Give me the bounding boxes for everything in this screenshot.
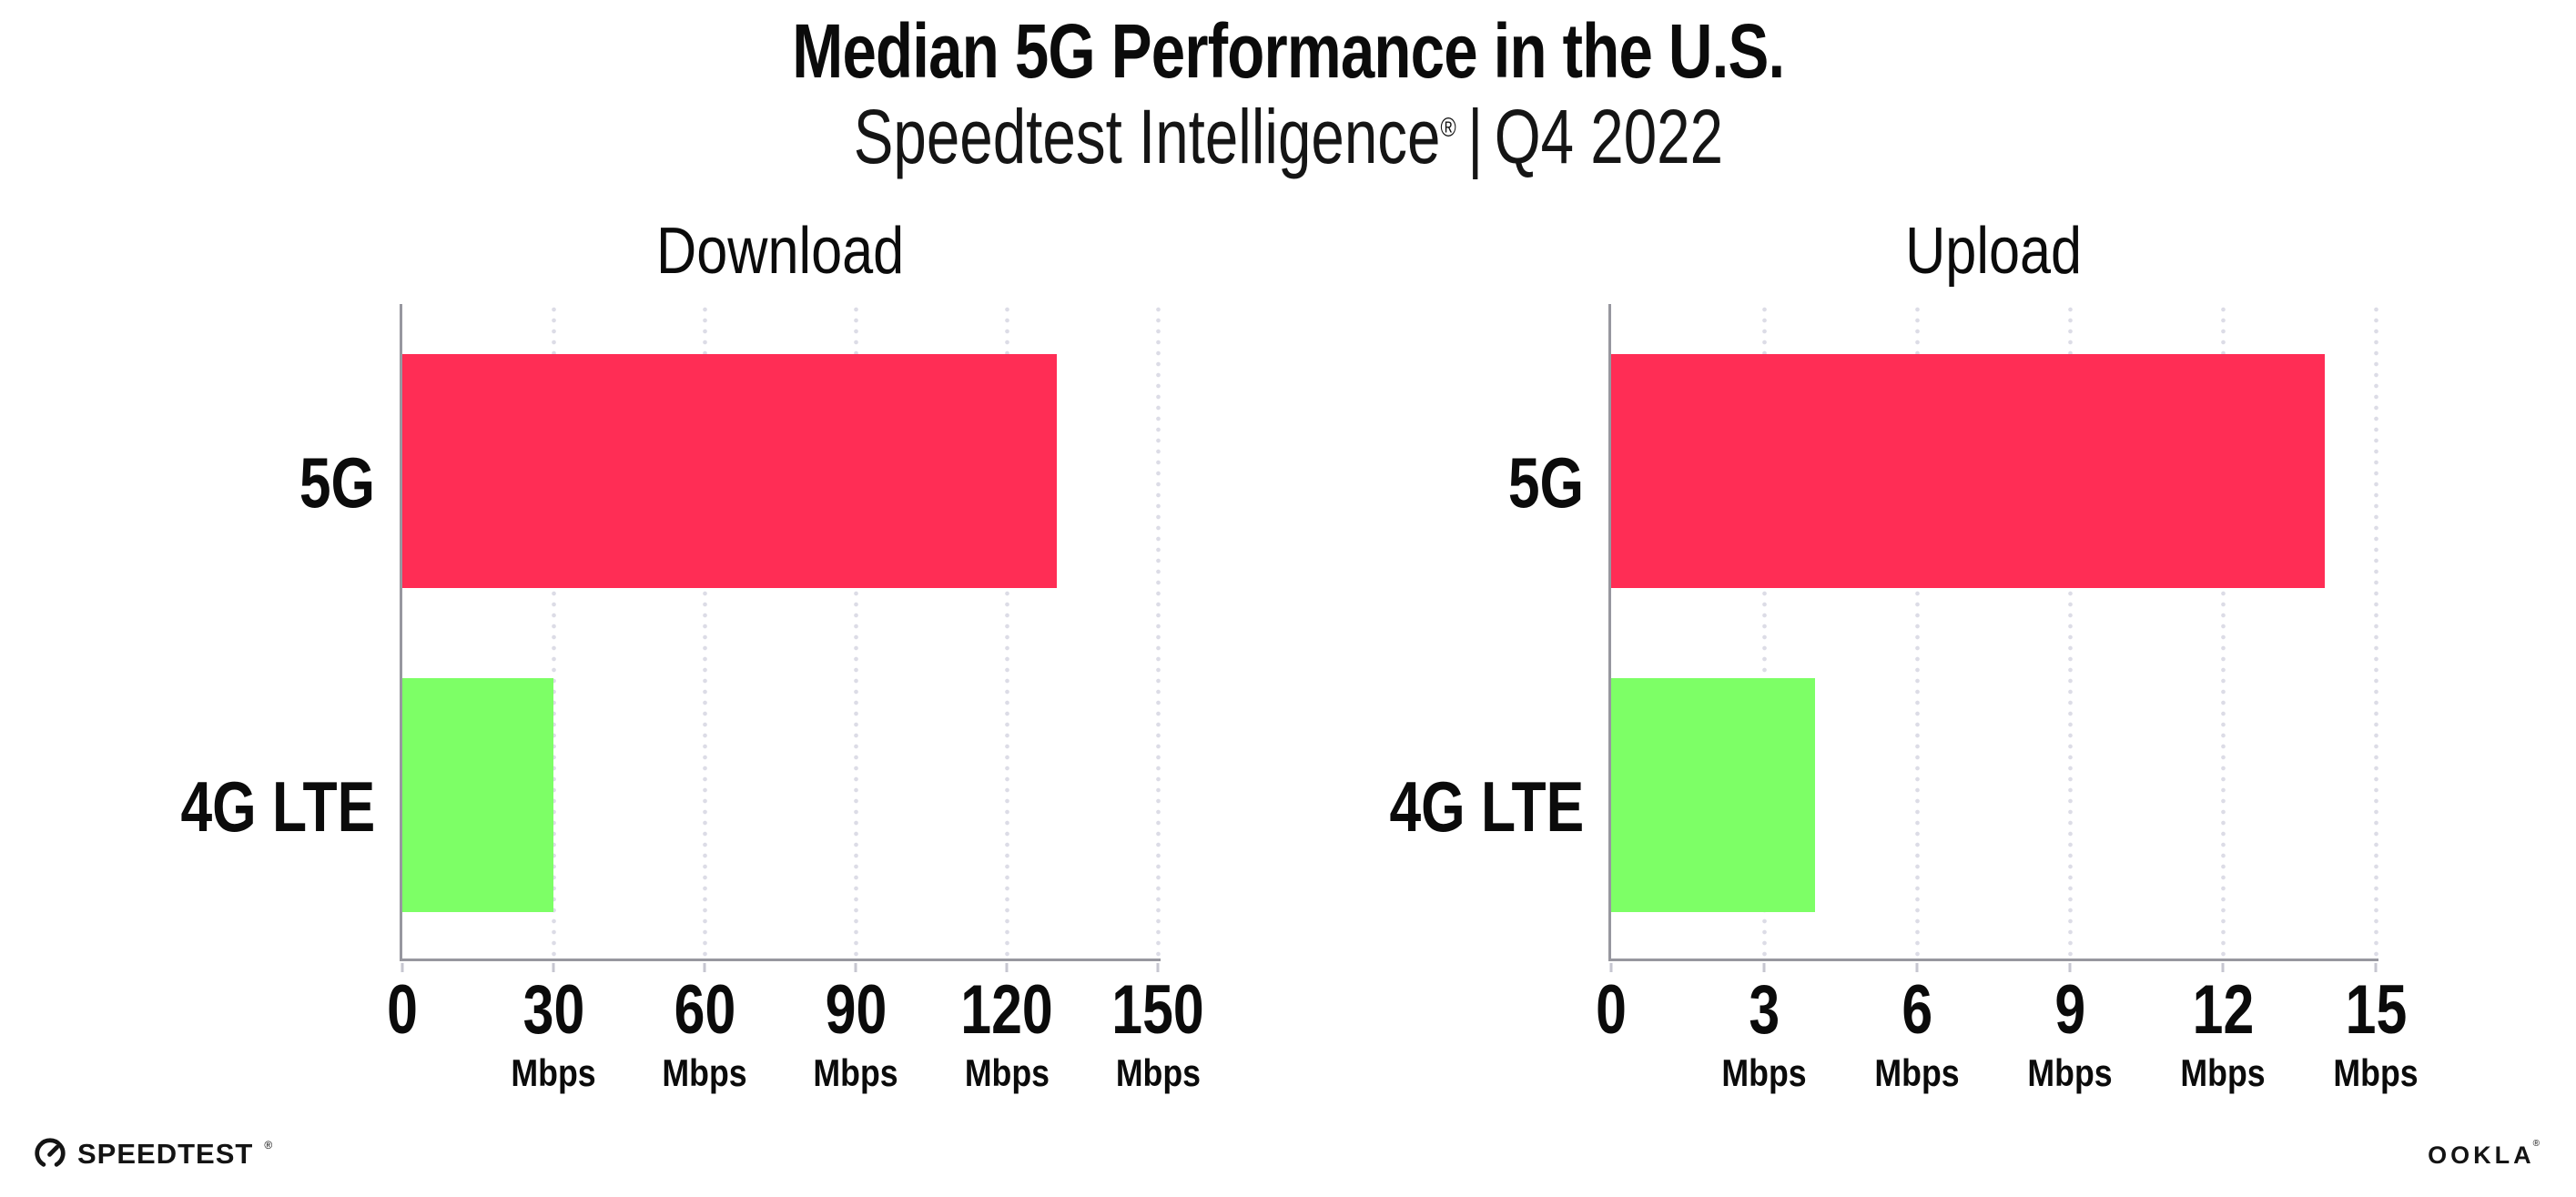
upload-x-tick-marks xyxy=(1609,963,2378,976)
x-tick-value: 9 xyxy=(2054,971,2085,1049)
download-chart-title: Download xyxy=(402,218,1158,284)
x-tick-unit: Mbps xyxy=(813,1051,898,1094)
gridline-9-mbps xyxy=(2067,304,2073,959)
x-tick-value: 3 xyxy=(1749,971,1780,1049)
x-tick-unit: Mbps xyxy=(1115,1051,1201,1094)
category-label-4g-lte: 4G LTE xyxy=(1389,766,1584,847)
subtitle-period: Q4 2022 xyxy=(1494,94,1723,179)
download-y-axis xyxy=(400,304,402,961)
x-tick-unit: Mbps xyxy=(2027,1051,2113,1094)
ookla-wordmark: OOKLA xyxy=(2428,1141,2535,1169)
gridline-30-mbps xyxy=(551,304,556,959)
x-tick-value: 120 xyxy=(960,971,1053,1049)
subtitle-separator: | xyxy=(1466,94,1483,179)
x-tick-label-60: 60 Mbps xyxy=(654,976,755,1092)
x-tick-unit: Mbps xyxy=(1721,1051,1807,1094)
ookla-logo: OOKLA® xyxy=(2428,1140,2545,1169)
upload-plot-area xyxy=(1611,304,2378,959)
upload-chart-title-text: Upload xyxy=(1905,215,2082,288)
x-tick-label-12: 12 Mbps xyxy=(2173,976,2273,1092)
category-label-4g-lte: 4G LTE xyxy=(180,766,375,847)
x-tick-label-0: 0 xyxy=(383,976,421,1045)
x-tick-label-120: 120 Mbps xyxy=(949,976,1065,1092)
x-tick-mark-0 xyxy=(401,963,404,972)
x-tick-mark-3 xyxy=(1762,963,1766,972)
x-tick-mark-90 xyxy=(854,963,857,972)
page-title-text: Median 5G Performance in the U.S. xyxy=(791,8,1785,94)
category-label-5g: 5G xyxy=(299,441,375,522)
x-tick-unit: Mbps xyxy=(964,1051,1050,1094)
download-x-tick-marks xyxy=(401,963,1160,976)
download-x-axis xyxy=(400,959,1161,961)
x-tick-value: 15 xyxy=(2345,971,2407,1049)
gridline-120-mbps xyxy=(1004,304,1009,959)
page-subtitle-text: Speedtest Intelligence® | Q4 2022 xyxy=(853,95,1722,178)
upload-chart-title: Upload xyxy=(1611,218,2376,284)
bar-4g-lte xyxy=(402,678,553,912)
x-tick-mark-12 xyxy=(2221,963,2225,972)
upload-x-tick-labels: 0 3 Mbps 6 Mbps 9 Mbps 12 Mbps 15 Mbps xyxy=(1596,976,2419,1131)
x-tick-label-30: 30 Mbps xyxy=(503,976,603,1092)
x-tick-unit: Mbps xyxy=(511,1051,596,1094)
gridline-6-mbps xyxy=(1914,304,1920,959)
gridline-3-mbps xyxy=(1761,304,1767,959)
x-tick-mark-30 xyxy=(552,963,555,972)
page-title: Median 5G Performance in the U.S. xyxy=(0,8,2576,94)
x-tick-value: 60 xyxy=(674,971,735,1049)
x-tick-label-15: 15 Mbps xyxy=(2326,976,2426,1092)
x-tick-label-150: 150 Mbps xyxy=(1100,976,1216,1092)
speedtest-gauge-icon xyxy=(35,1138,66,1167)
x-tick-mark-6 xyxy=(1915,963,1919,972)
ookla-trademark: ® xyxy=(2532,1139,2543,1149)
x-tick-mark-120 xyxy=(1005,963,1009,972)
gridline-15-mbps xyxy=(2373,304,2378,959)
page-subtitle: Speedtest Intelligence® | Q4 2022 xyxy=(0,95,2576,178)
x-tick-unit: Mbps xyxy=(662,1051,747,1094)
x-tick-label-3: 3 Mbps xyxy=(1714,976,1814,1092)
bar-5g xyxy=(1611,354,2325,588)
bar-5g xyxy=(402,354,1058,588)
x-tick-value: 0 xyxy=(1596,971,1627,1049)
upload-category-labels: 5G 4G LTE xyxy=(1336,304,1584,959)
category-label-5g: 5G xyxy=(1507,441,1584,522)
x-tick-label-9: 9 Mbps xyxy=(2020,976,2120,1092)
x-tick-mark-0 xyxy=(1609,963,1613,972)
x-tick-value: 6 xyxy=(1902,971,1932,1049)
speedtest-wordmark: SPEEDTEST xyxy=(77,1137,254,1170)
x-tick-label-6: 6 Mbps xyxy=(1867,976,1967,1092)
x-tick-value: 30 xyxy=(522,971,584,1049)
x-tick-mark-9 xyxy=(2068,963,2072,972)
x-tick-mark-150 xyxy=(1156,963,1160,972)
download-x-tick-labels: 0 30 Mbps 60 Mbps 90 Mbps 120 Mbps 150 Mbps xyxy=(387,976,1204,1131)
x-tick-mark-15 xyxy=(2374,963,2378,972)
x-tick-label-0: 0 xyxy=(1592,976,1630,1045)
x-tick-label-90: 90 Mbps xyxy=(806,976,906,1092)
bar-4g-lte xyxy=(1611,678,1815,912)
gridline-12-mbps xyxy=(2220,304,2226,959)
x-tick-value: 12 xyxy=(2192,971,2254,1049)
x-tick-value: 90 xyxy=(825,971,887,1049)
subtitle-registered-mark: ® xyxy=(1440,113,1456,143)
download-chart-title-text: Download xyxy=(655,215,905,288)
gridline-90-mbps xyxy=(853,304,858,959)
x-tick-unit: Mbps xyxy=(2333,1051,2419,1094)
download-category-labels: 5G 4G LTE xyxy=(127,304,375,959)
speedtest-trademark: ® xyxy=(264,1139,273,1151)
x-tick-value: 0 xyxy=(387,971,418,1049)
subtitle-brand: Speedtest Intelligence xyxy=(853,94,1441,179)
gridline-150-mbps xyxy=(1155,304,1161,959)
speedtest-logo: SPEEDTEST ® xyxy=(33,1136,273,1171)
upload-y-axis xyxy=(1608,304,1611,961)
gridline-60-mbps xyxy=(702,304,707,959)
x-tick-unit: Mbps xyxy=(2180,1051,2266,1094)
upload-x-axis xyxy=(1608,959,2378,961)
x-tick-unit: Mbps xyxy=(1874,1051,1960,1094)
x-tick-mark-60 xyxy=(703,963,706,972)
x-tick-value: 150 xyxy=(1111,971,1204,1049)
download-plot-area xyxy=(402,304,1161,959)
